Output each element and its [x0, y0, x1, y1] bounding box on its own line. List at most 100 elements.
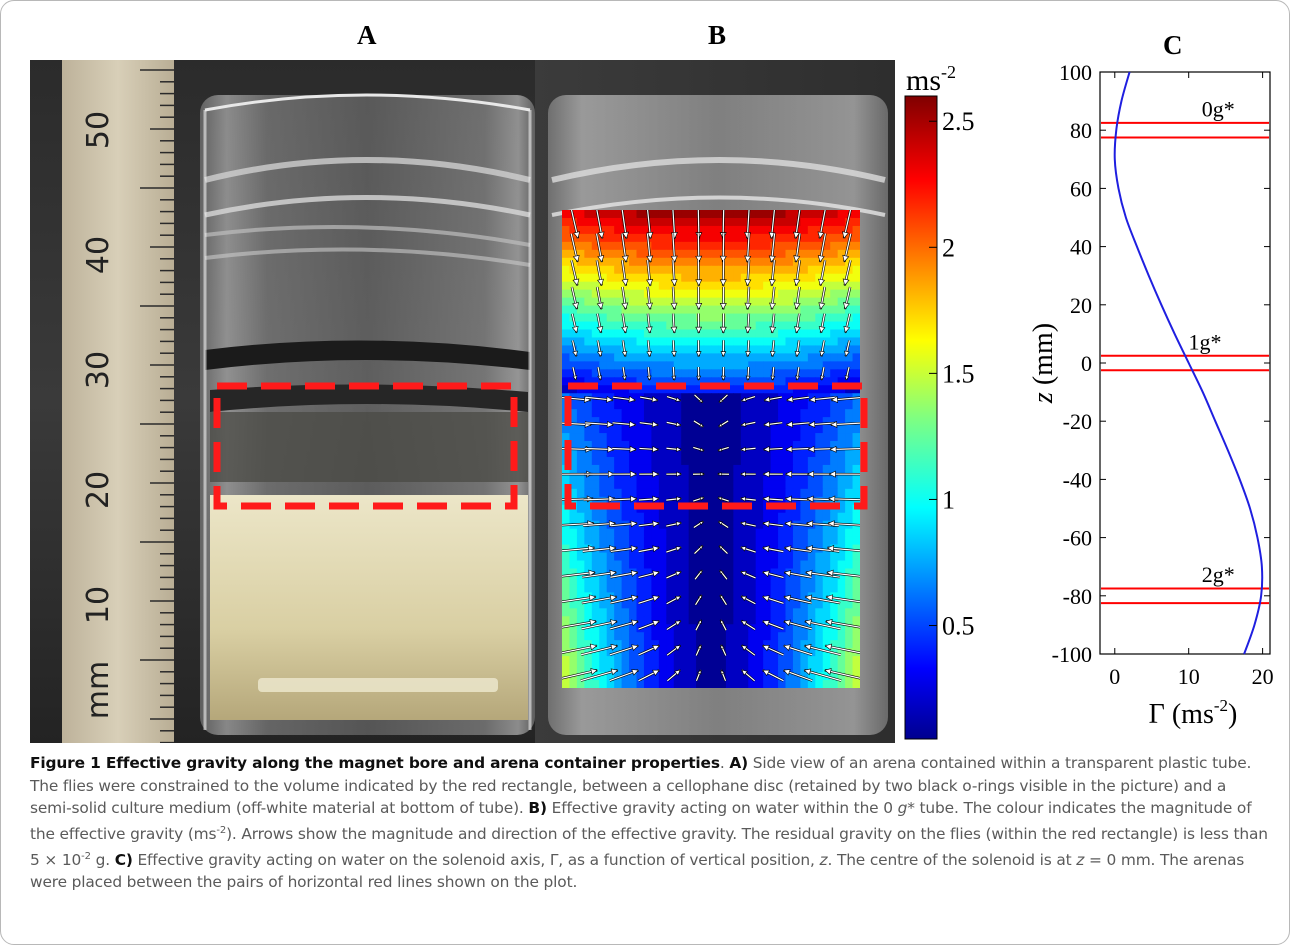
field-cell [755, 281, 764, 291]
field-cell [807, 584, 816, 593]
field-cell [696, 249, 705, 259]
field-cell [725, 273, 734, 283]
field-cell [666, 592, 675, 601]
field-cell [599, 369, 608, 378]
field-cell [636, 664, 645, 673]
field-cell [673, 241, 682, 251]
field-cell [755, 241, 764, 251]
field-cell [643, 648, 652, 657]
field-cell [591, 664, 600, 673]
field-cell [696, 361, 705, 370]
field-cell [778, 353, 787, 362]
field-cell [792, 313, 801, 323]
field-cell [562, 297, 571, 307]
field-cell [711, 385, 720, 394]
field-cell [696, 305, 705, 315]
field-cell [658, 273, 667, 283]
field-cell [569, 568, 578, 578]
field-cell [733, 385, 742, 394]
field-arrow-head [695, 302, 703, 310]
field-cell [591, 680, 600, 688]
field-cell [845, 528, 854, 538]
colorbar-tick-label: 0.5 [942, 612, 975, 641]
field-arrow-head [768, 279, 776, 287]
field-cell [584, 313, 593, 323]
field-cell [778, 560, 787, 570]
field-cell [591, 225, 600, 235]
field-cell [778, 361, 787, 370]
field-cell [800, 217, 809, 227]
field-cell [658, 257, 667, 267]
field-cell [770, 528, 779, 538]
field-cell [614, 273, 623, 283]
field-cell [576, 584, 585, 593]
field-cell [763, 345, 772, 354]
field-cell [703, 648, 712, 657]
field-cell [576, 680, 585, 688]
field-cell [569, 576, 578, 586]
field-cell [770, 624, 779, 633]
field-cell [845, 496, 854, 506]
field-cell [725, 369, 734, 378]
field-cell [792, 680, 801, 688]
field-cell [807, 480, 816, 490]
field-cell [852, 289, 860, 299]
field-cell [606, 273, 615, 283]
field-cell [636, 584, 645, 593]
field-cell [740, 640, 749, 649]
field-cell [748, 544, 757, 554]
field-cell [584, 249, 593, 259]
field-cell [785, 321, 794, 331]
field-cell [755, 393, 764, 402]
field-cell [614, 377, 623, 386]
field-cell [614, 528, 623, 538]
field-arrow-head [805, 545, 813, 552]
field-cell [629, 528, 638, 538]
field-cell [711, 648, 720, 657]
field-cell [733, 241, 742, 251]
field-cell [830, 680, 839, 688]
field-cell [837, 656, 846, 665]
field-cell [636, 456, 645, 466]
field-cell [651, 464, 660, 474]
field-cell [591, 449, 600, 458]
field-cell [837, 385, 846, 394]
field-cell [755, 576, 764, 586]
field-arrow-head [698, 569, 703, 575]
field-cell [711, 401, 720, 410]
colorbar: 2.521.510.5 ms-2 [904, 62, 975, 740]
caption-text-c2: . The centre of the solenoid is at [827, 850, 1077, 869]
field-cell [785, 632, 794, 641]
field-cell [733, 576, 742, 586]
field-cell [629, 664, 638, 673]
field-arrow-head [698, 545, 704, 550]
field-cell [725, 265, 734, 275]
field-cell [807, 536, 816, 546]
field-cell [755, 496, 764, 506]
ruler-unit: mm [81, 661, 116, 719]
field-cell [651, 321, 660, 331]
field-cell [584, 225, 593, 235]
field-cell [636, 273, 645, 283]
field-arrow-head [806, 495, 814, 503]
field-cell [711, 217, 720, 227]
field-cell [852, 449, 860, 458]
field-cell [629, 656, 638, 665]
field-cell [770, 217, 779, 227]
field-cell [778, 576, 787, 586]
field-cell [755, 441, 764, 450]
field-arrow-head [740, 546, 747, 552]
field-cell [815, 257, 824, 267]
field-cell [830, 528, 839, 538]
y-tick-label: -20 [1063, 409, 1092, 434]
field-cell [584, 576, 593, 586]
field-cell [576, 528, 585, 538]
field-cell [666, 576, 675, 586]
field-cell [845, 624, 854, 633]
field-arrow [562, 596, 596, 603]
field-cell [711, 289, 720, 299]
field-cell [815, 297, 824, 307]
field-cell [807, 632, 816, 641]
field-cell [852, 624, 860, 633]
field-cell [569, 632, 578, 641]
